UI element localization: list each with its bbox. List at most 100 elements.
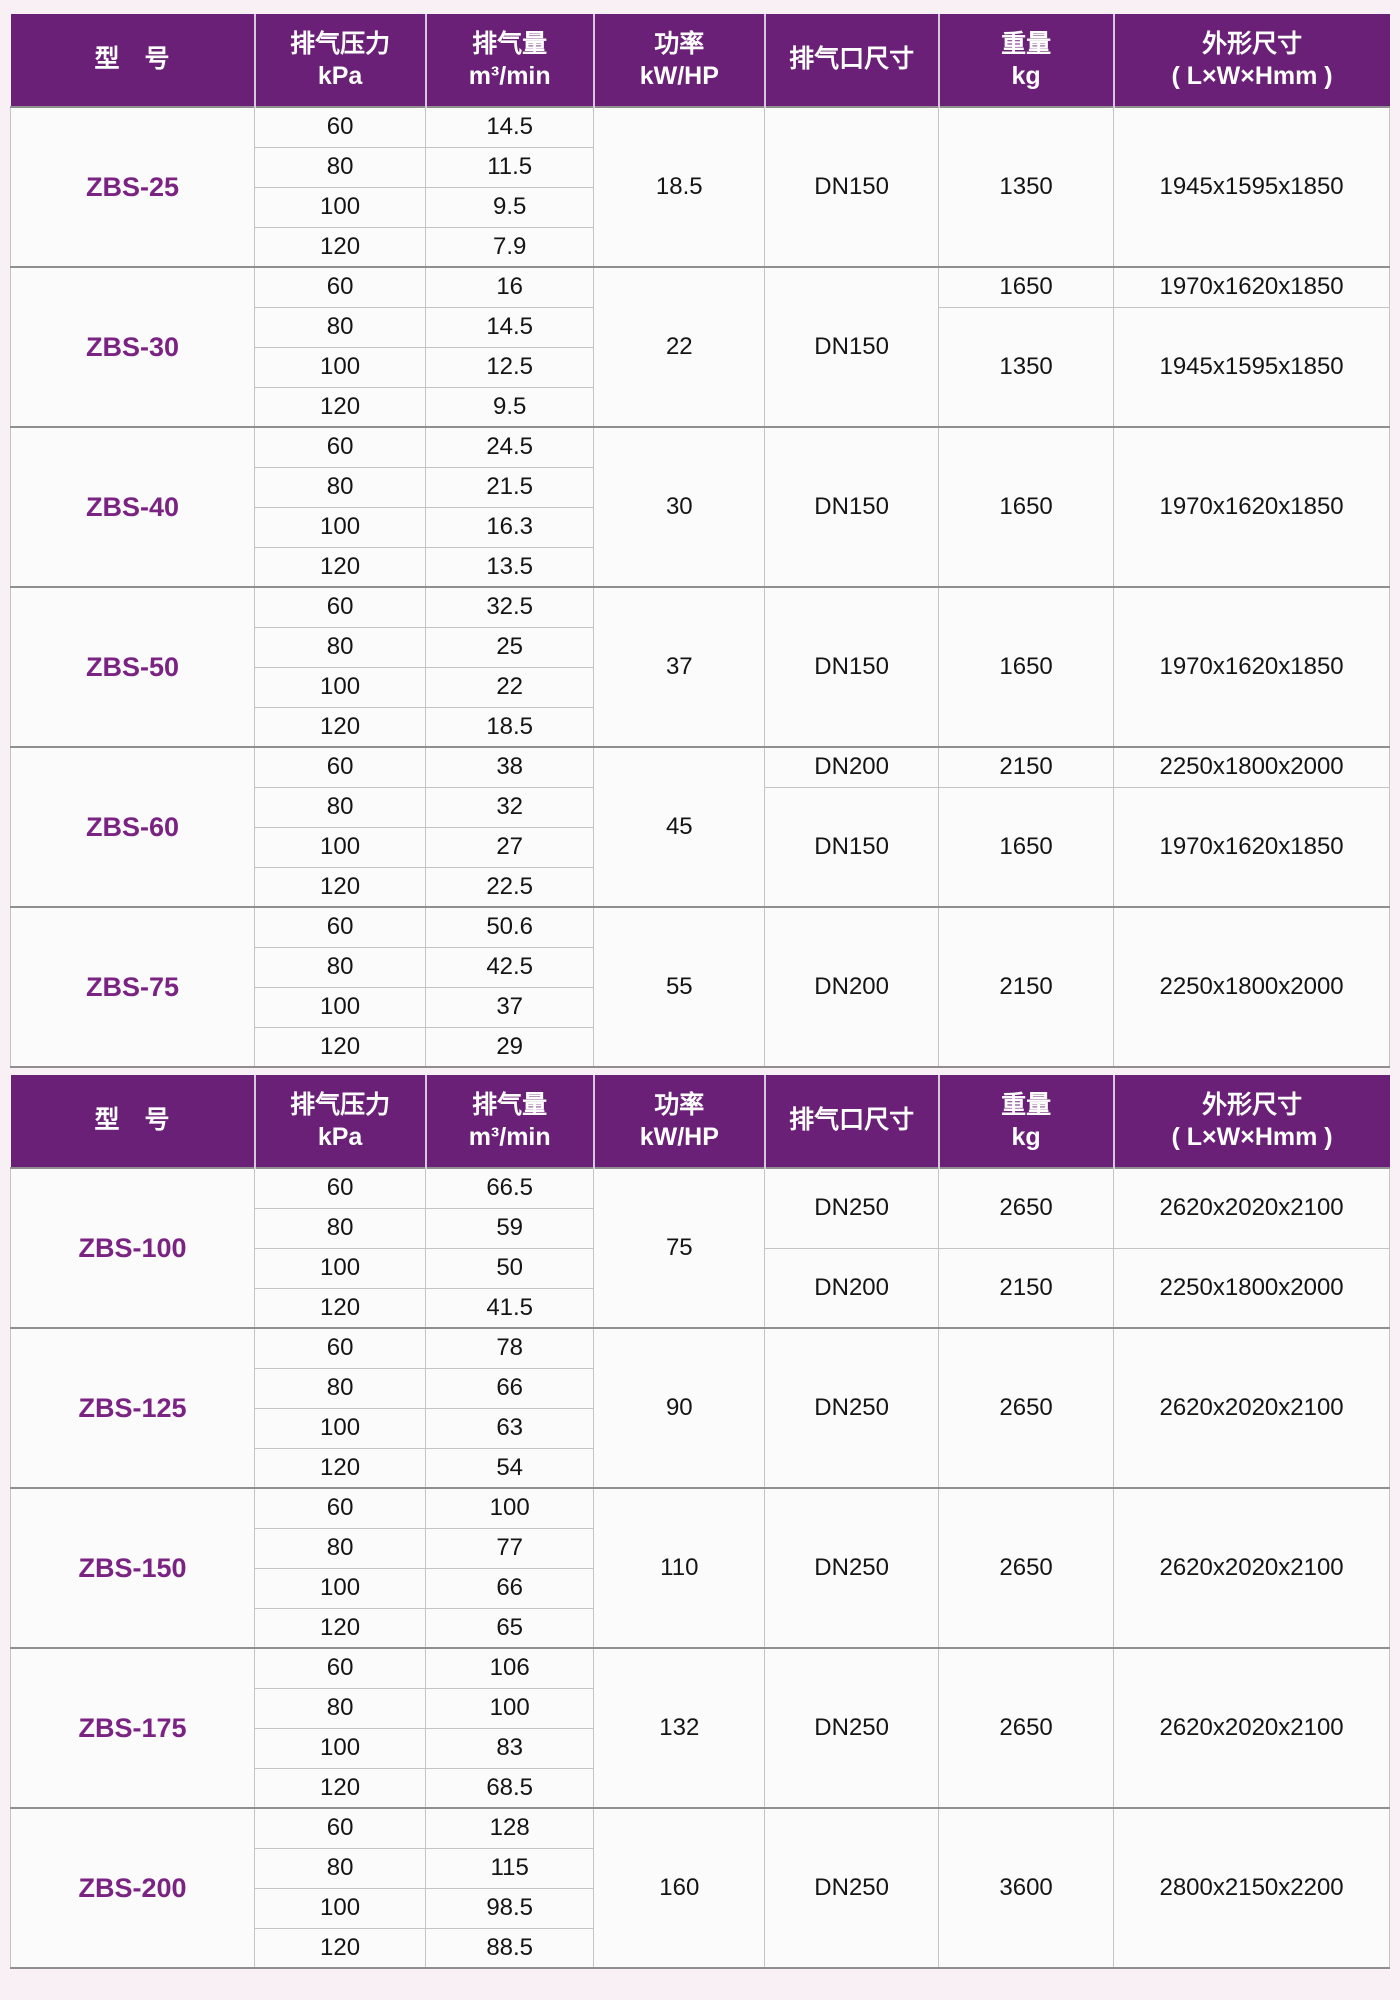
volume-value: 42.5 xyxy=(425,946,595,988)
column-header-label: 排气压力 xyxy=(290,29,391,58)
volume-value: 54 xyxy=(425,1447,595,1489)
volume-value: 32.5 xyxy=(425,586,595,628)
column-header-weight: 重量 kg xyxy=(937,1075,1114,1168)
column-header-unit: kPa xyxy=(317,1123,363,1152)
spec-row: 120 54 xyxy=(11,1447,1390,1489)
port-size-value: DN200 xyxy=(764,746,940,788)
spec-row: 80 32 DN150 1650 1970x1620x1850 xyxy=(11,786,1390,908)
dimensions-value: 1970x1620x1850 xyxy=(1113,586,1390,748)
column-header-label: 功率 xyxy=(654,29,705,58)
volume-value: 98.5 xyxy=(425,1887,595,1929)
model-block-ZBS-30: ZBS-30 60 16 22 DN150 1650 1970x1620x1850 80 14.… xyxy=(9,266,1390,428)
column-header-weight: 重量 kg xyxy=(937,14,1114,107)
model-name: ZBS-200 xyxy=(9,1807,256,1969)
pressure-value: 120 xyxy=(254,1767,427,1809)
pressure-value: 60 xyxy=(254,1487,427,1529)
pressure-value: 100 xyxy=(254,346,427,388)
pressure-value: 100 xyxy=(254,1247,427,1289)
power-value: 75 xyxy=(593,1167,766,1329)
power-value: 30 xyxy=(593,426,766,588)
spec-row: 80 14.5 1350 1945x1595x1850 xyxy=(11,306,1390,428)
spec-row: 120 68.5 xyxy=(11,1767,1390,1809)
model-name: ZBS-100 xyxy=(9,1167,256,1329)
spec-row: ZBS-100 60 66.5 75 DN250 2650 2620x2020x2100 xyxy=(9,1167,1390,1329)
spec-row: 80 11.5 xyxy=(11,146,1390,188)
spec-row: ZBS-125 60 78 90 DN250 2650 2620x2020x2100 xyxy=(9,1327,1390,1489)
weight-value: 2150 xyxy=(938,906,1115,1068)
weight-value: 1350 xyxy=(938,106,1115,268)
spec-row: 120 22.5 xyxy=(11,866,1390,908)
column-header-kpa: 排气压力 kPa xyxy=(253,1075,426,1168)
pressure-value: 60 xyxy=(254,266,427,308)
power-value: 18.5 xyxy=(593,106,766,268)
volume-value: 68.5 xyxy=(425,1767,595,1809)
column-header-unit: m³/min xyxy=(468,1123,551,1152)
column-header-label: 外形尺寸 xyxy=(1202,29,1303,58)
pressure-value: 80 xyxy=(254,1367,427,1409)
column-header-model: 型 号 xyxy=(10,1075,255,1168)
spec-row: ZBS-25 60 14.5 18.5 DN150 1350 1945x1595x1850 xyxy=(9,106,1390,268)
volume-value: 21.5 xyxy=(425,466,595,508)
column-header-label: 排气量 xyxy=(472,1090,548,1119)
dimensions-value: 2620x2020x2100 xyxy=(1113,1487,1390,1649)
volume-value: 14.5 xyxy=(425,306,595,348)
model-name: ZBS-75 xyxy=(9,906,256,1068)
spec-row: ZBS-40 60 24.5 30 DN150 1650 1970x1620x1850 xyxy=(9,426,1390,588)
column-header-port: 排气口尺寸 xyxy=(763,1075,939,1168)
column-header-label: 外形尺寸 xyxy=(1202,1090,1303,1119)
port-size-value: DN150 xyxy=(764,786,940,908)
weight-value: 2650 xyxy=(938,1647,1115,1809)
volume-value: 13.5 xyxy=(425,546,595,588)
dimensions-value: 2250x1800x2000 xyxy=(1113,746,1390,788)
column-header-model: 型 号 xyxy=(10,14,255,107)
column-header-vol: 排气量 m³/min xyxy=(424,14,594,107)
pressure-value: 80 xyxy=(254,306,427,348)
column-header-unit: ( L×W×Hmm ) xyxy=(1171,1123,1333,1152)
volume-value: 115 xyxy=(425,1847,595,1889)
port-size-value: DN250 xyxy=(764,1327,940,1489)
pressure-value: 100 xyxy=(254,1887,427,1929)
pressure-value: 120 xyxy=(254,706,427,748)
weight-value: 1650 xyxy=(938,266,1115,308)
table-header-row: 型 号 排气压力 kPa 排气量 m³/min 功率 kW/HP 排气口尺寸 重量 kg 外形尺寸 (… xyxy=(10,1075,1390,1168)
spec-row: 80 59 xyxy=(11,1207,1390,1249)
spec-row: 80 66 xyxy=(11,1367,1390,1409)
spec-row: 100 12.5 xyxy=(11,346,1390,388)
volume-value: 12.5 xyxy=(425,346,595,388)
column-header-dims: 外形尺寸 ( L×W×Hmm ) xyxy=(1112,14,1390,107)
dimensions-value: 2620x2020x2100 xyxy=(1113,1167,1390,1249)
model-block-ZBS-25: ZBS-25 60 14.5 18.5 DN150 1350 1945x1595x1850 8… xyxy=(9,106,1390,268)
column-header-label: 型 号 xyxy=(94,45,170,74)
pressure-value: 120 xyxy=(254,386,427,428)
spec-row: 100 22 xyxy=(11,666,1390,708)
volume-value: 29 xyxy=(425,1026,595,1068)
weight-value: 2650 xyxy=(938,1167,1115,1249)
spec-row: 100 66 xyxy=(11,1567,1390,1609)
model-name: ZBS-175 xyxy=(9,1647,256,1809)
power-value: 160 xyxy=(593,1807,766,1969)
port-size-value: DN250 xyxy=(764,1807,940,1969)
pressure-value: 120 xyxy=(254,1287,427,1329)
spec-row: ZBS-50 60 32.5 37 DN150 1650 1970x1620x1850 xyxy=(9,586,1390,748)
column-header-kpa: 排气压力 kPa xyxy=(253,14,426,107)
pressure-value: 80 xyxy=(254,1527,427,1569)
pressure-value: 60 xyxy=(254,1327,427,1369)
pressure-value: 80 xyxy=(254,466,427,508)
port-size-value: DN250 xyxy=(764,1647,940,1809)
pressure-value: 100 xyxy=(254,506,427,548)
spec-row: 120 41.5 xyxy=(11,1287,1390,1329)
spec-row: 80 77 xyxy=(11,1527,1390,1569)
model-block-ZBS-175: ZBS-175 60 106 132 DN250 2650 2620x2020x2100 80… xyxy=(9,1647,1390,1809)
spec-row: 100 50 DN200 2150 2250x1800x2000 xyxy=(11,1247,1390,1329)
pressure-value: 60 xyxy=(254,106,427,148)
pressure-value: 100 xyxy=(254,986,427,1028)
dimensions-value: 1945x1595x1850 xyxy=(1113,306,1390,428)
pressure-value: 60 xyxy=(254,906,427,948)
pressure-value: 60 xyxy=(254,1807,427,1849)
port-size-value: DN250 xyxy=(764,1487,940,1649)
volume-value: 63 xyxy=(425,1407,595,1449)
volume-value: 9.5 xyxy=(425,386,595,428)
spec-row: ZBS-150 60 100 110 DN250 2650 2620x2020x2100 xyxy=(9,1487,1390,1649)
volume-value: 66 xyxy=(425,1367,595,1409)
